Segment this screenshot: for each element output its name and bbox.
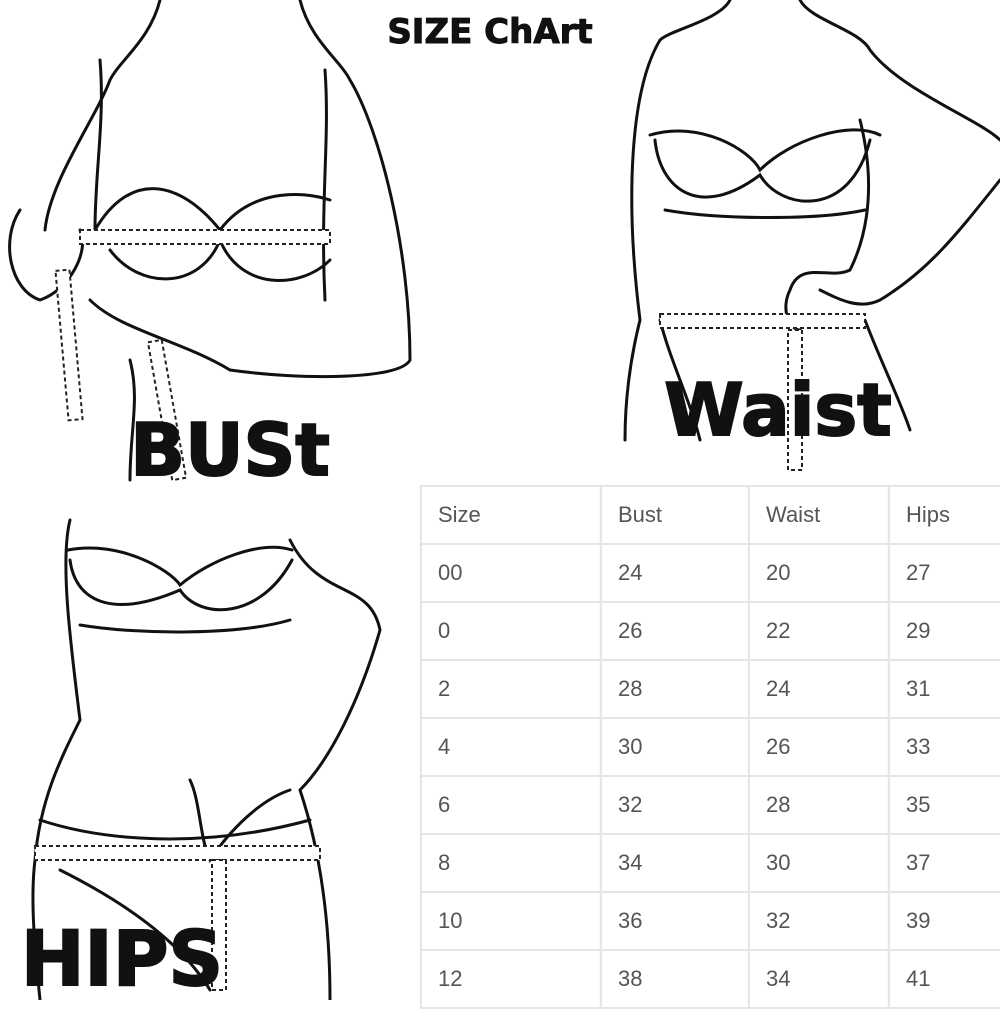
table-cell: 28 bbox=[600, 659, 750, 719]
bust-figure: BUSt bbox=[8, 0, 412, 493]
header-cell: Size bbox=[420, 485, 602, 545]
table-cell: 32 bbox=[748, 891, 890, 951]
waist-label: Waist bbox=[664, 368, 891, 452]
header-cell: Bust bbox=[600, 485, 750, 545]
table-cell: 41 bbox=[888, 949, 1000, 1009]
table-cell: 8 bbox=[420, 833, 602, 893]
table-cell: 0 bbox=[420, 601, 602, 661]
table-cell: 00 bbox=[420, 543, 602, 603]
bust-label: BUSt bbox=[130, 408, 330, 492]
table-cell: 4 bbox=[420, 717, 602, 777]
table-cell: 6 bbox=[420, 775, 602, 835]
table-cell: 24 bbox=[600, 543, 750, 603]
table-cell: 10 bbox=[420, 891, 602, 951]
table-cell: 30 bbox=[600, 717, 750, 777]
table-cell: 26 bbox=[748, 717, 890, 777]
table-cell: 27 bbox=[888, 543, 1000, 603]
table-cell: 26 bbox=[600, 601, 750, 661]
table-cell: 34 bbox=[748, 949, 890, 1009]
table-cell: 24 bbox=[748, 659, 890, 719]
header-cell: Hips bbox=[888, 485, 1000, 545]
table-cell: 37 bbox=[888, 833, 1000, 893]
table-cell: 29 bbox=[888, 601, 1000, 661]
hips-label: HIPS bbox=[21, 914, 223, 1000]
table-cell: 35 bbox=[888, 775, 1000, 835]
table-cell: 30 bbox=[748, 833, 890, 893]
table-cell: 34 bbox=[600, 833, 750, 893]
table-cell: 32 bbox=[600, 775, 750, 835]
hips-figure: HIPS bbox=[20, 518, 382, 1000]
table-cell: 31 bbox=[888, 659, 1000, 719]
table-cell: 39 bbox=[888, 891, 1000, 951]
table-cell: 12 bbox=[420, 949, 602, 1009]
waist-figure: Waist bbox=[623, 0, 1000, 471]
table-cell: 36 bbox=[600, 891, 750, 951]
table-cell: 2 bbox=[420, 659, 602, 719]
table-cell: 20 bbox=[748, 543, 890, 603]
table-cell: 28 bbox=[748, 775, 890, 835]
table-cell: 38 bbox=[600, 949, 750, 1009]
page-title: SIZE ChArt bbox=[387, 12, 592, 52]
table-cell: 22 bbox=[748, 601, 890, 661]
table-cell: 33 bbox=[888, 717, 1000, 777]
header-cell: Waist bbox=[748, 485, 890, 545]
